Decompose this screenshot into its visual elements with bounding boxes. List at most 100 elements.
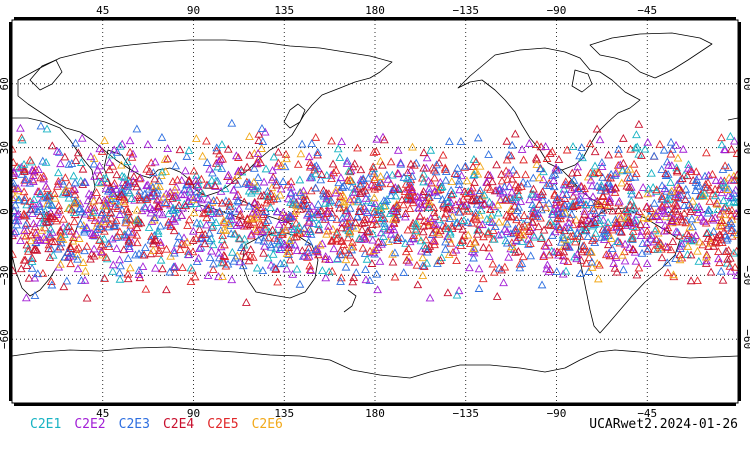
observation-marker-c2e3 <box>511 224 521 233</box>
observation-marker-c2e5 <box>218 231 228 239</box>
observation-marker-c2e1 <box>577 226 587 235</box>
observation-marker-c2e5 <box>202 180 212 189</box>
observation-marker-c2e5 <box>479 232 488 241</box>
observation-marker-c2e5 <box>100 273 110 282</box>
observation-marker-c2e1 <box>362 254 372 263</box>
observation-marker-c2e6 <box>369 246 379 254</box>
observation-marker-c2e2 <box>32 230 42 239</box>
observation-marker-c2e3 <box>342 156 352 165</box>
observation-marker-c2e5 <box>132 230 142 239</box>
observation-marker-c2e3 <box>309 218 318 227</box>
observation-marker-c2e1 <box>309 213 318 222</box>
observation-marker-c2e4 <box>604 150 613 159</box>
observation-marker-c2e5 <box>363 182 372 191</box>
observation-marker-c2e3 <box>677 239 687 248</box>
observation-marker-c2e3 <box>596 185 606 194</box>
observation-marker-c2e4 <box>35 211 45 219</box>
observation-marker-c2e5 <box>56 231 65 240</box>
observation-marker-c2e4 <box>174 200 184 209</box>
frame-bar-top <box>14 17 736 20</box>
observation-marker-c2e1 <box>719 181 729 190</box>
observation-marker-c2e2 <box>631 256 641 265</box>
observation-marker-c2e5 <box>393 168 403 177</box>
observation-marker-c2e5 <box>386 179 396 188</box>
observation-marker-c2e2 <box>516 197 526 205</box>
observation-marker-c2e3 <box>513 206 522 214</box>
observation-marker-c2e5 <box>369 215 379 224</box>
observation-marker-c2e6 <box>418 271 428 279</box>
observation-marker-c2e1 <box>198 189 207 198</box>
observation-marker-c2e3 <box>123 179 133 188</box>
observation-marker-c2e5 <box>12 157 18 166</box>
observation-marker-c2e5 <box>257 203 267 212</box>
observation-marker-c2e4 <box>732 170 738 179</box>
observation-marker-c2e3 <box>495 185 504 194</box>
observation-marker-c2e3 <box>681 184 691 193</box>
observation-marker-c2e1 <box>195 219 205 228</box>
observation-marker-c2e5 <box>224 197 234 206</box>
observation-marker-c2e1 <box>713 205 723 213</box>
observation-marker-c2e3 <box>21 220 30 229</box>
observation-marker-c2e5 <box>101 252 111 261</box>
observation-marker-c2e1 <box>229 229 239 238</box>
observation-marker-c2e1 <box>568 142 578 150</box>
observation-marker-c2e2 <box>371 245 381 254</box>
lon-tick-label-top: 90 <box>187 4 200 17</box>
observation-marker-c2e2 <box>13 184 23 193</box>
observation-marker-c2e1 <box>376 201 385 210</box>
observation-marker-c2e3 <box>542 180 552 189</box>
observation-marker-c2e2 <box>373 285 382 294</box>
observation-marker-c2e3 <box>149 168 158 177</box>
observation-marker-c2e3 <box>140 243 150 251</box>
observation-marker-c2e4 <box>236 165 246 174</box>
observation-marker-c2e3 <box>532 212 542 220</box>
observation-marker-c2e6 <box>221 226 231 234</box>
observation-marker-c2e3 <box>192 218 202 227</box>
observation-marker-c2e5 <box>372 219 381 228</box>
observation-marker-c2e4 <box>483 170 493 179</box>
legend: C2E1 C2E2 C2E3 C2E4 C2E5 C2E6 <box>30 417 296 432</box>
observation-marker-c2e4 <box>450 169 460 178</box>
observation-marker-c2e2 <box>41 181 51 190</box>
observation-marker-c2e2 <box>550 200 560 209</box>
observation-marker-c2e5 <box>202 136 211 145</box>
observation-marker-c2e6 <box>40 235 49 244</box>
observation-marker-c2e2 <box>53 207 63 216</box>
observation-marker-c2e3 <box>302 201 312 210</box>
observation-marker-c2e6 <box>656 242 666 251</box>
observation-marker-c2e6 <box>714 221 724 230</box>
observation-marker-c2e1 <box>528 204 538 212</box>
observation-marker-c2e6 <box>99 201 109 210</box>
observation-marker-c2e2 <box>52 146 62 155</box>
observation-marker-c2e4 <box>354 207 364 216</box>
observation-marker-c2e2 <box>525 195 534 204</box>
observation-marker-c2e1 <box>628 231 637 240</box>
observation-marker-c2e2 <box>564 218 574 227</box>
observation-marker-c2e4 <box>378 160 387 169</box>
observation-marker-c2e2 <box>581 191 591 200</box>
observation-marker-c2e3 <box>585 247 595 255</box>
observation-marker-c2e3 <box>53 244 63 253</box>
observation-marker-c2e1 <box>42 124 52 133</box>
observation-marker-c2e3 <box>295 279 305 288</box>
observation-marker-c2e4 <box>273 147 283 156</box>
observation-marker-c2e3 <box>286 212 296 221</box>
observation-marker-c2e4 <box>492 160 501 169</box>
observation-marker-c2e3 <box>704 205 713 214</box>
observation-marker-c2e3 <box>584 267 594 275</box>
observation-marker-c2e3 <box>205 228 214 237</box>
observation-marker-c2e4 <box>346 250 355 259</box>
observation-marker-c2e5 <box>430 173 439 182</box>
observation-marker-c2e5 <box>717 133 726 142</box>
observation-marker-c2e1 <box>416 236 426 245</box>
observation-marker-c2e1 <box>469 170 479 178</box>
observation-marker-c2e1 <box>157 167 167 176</box>
observation-marker-c2e4 <box>150 174 160 183</box>
observation-marker-c2e3 <box>517 259 527 268</box>
observation-marker-c2e2 <box>345 194 355 203</box>
observation-marker-c2e2 <box>155 208 164 217</box>
observation-marker-c2e5 <box>409 231 419 239</box>
observation-marker-c2e5 <box>25 155 35 164</box>
observation-marker-c2e1 <box>393 184 403 193</box>
observation-marker-c2e3 <box>212 143 222 152</box>
